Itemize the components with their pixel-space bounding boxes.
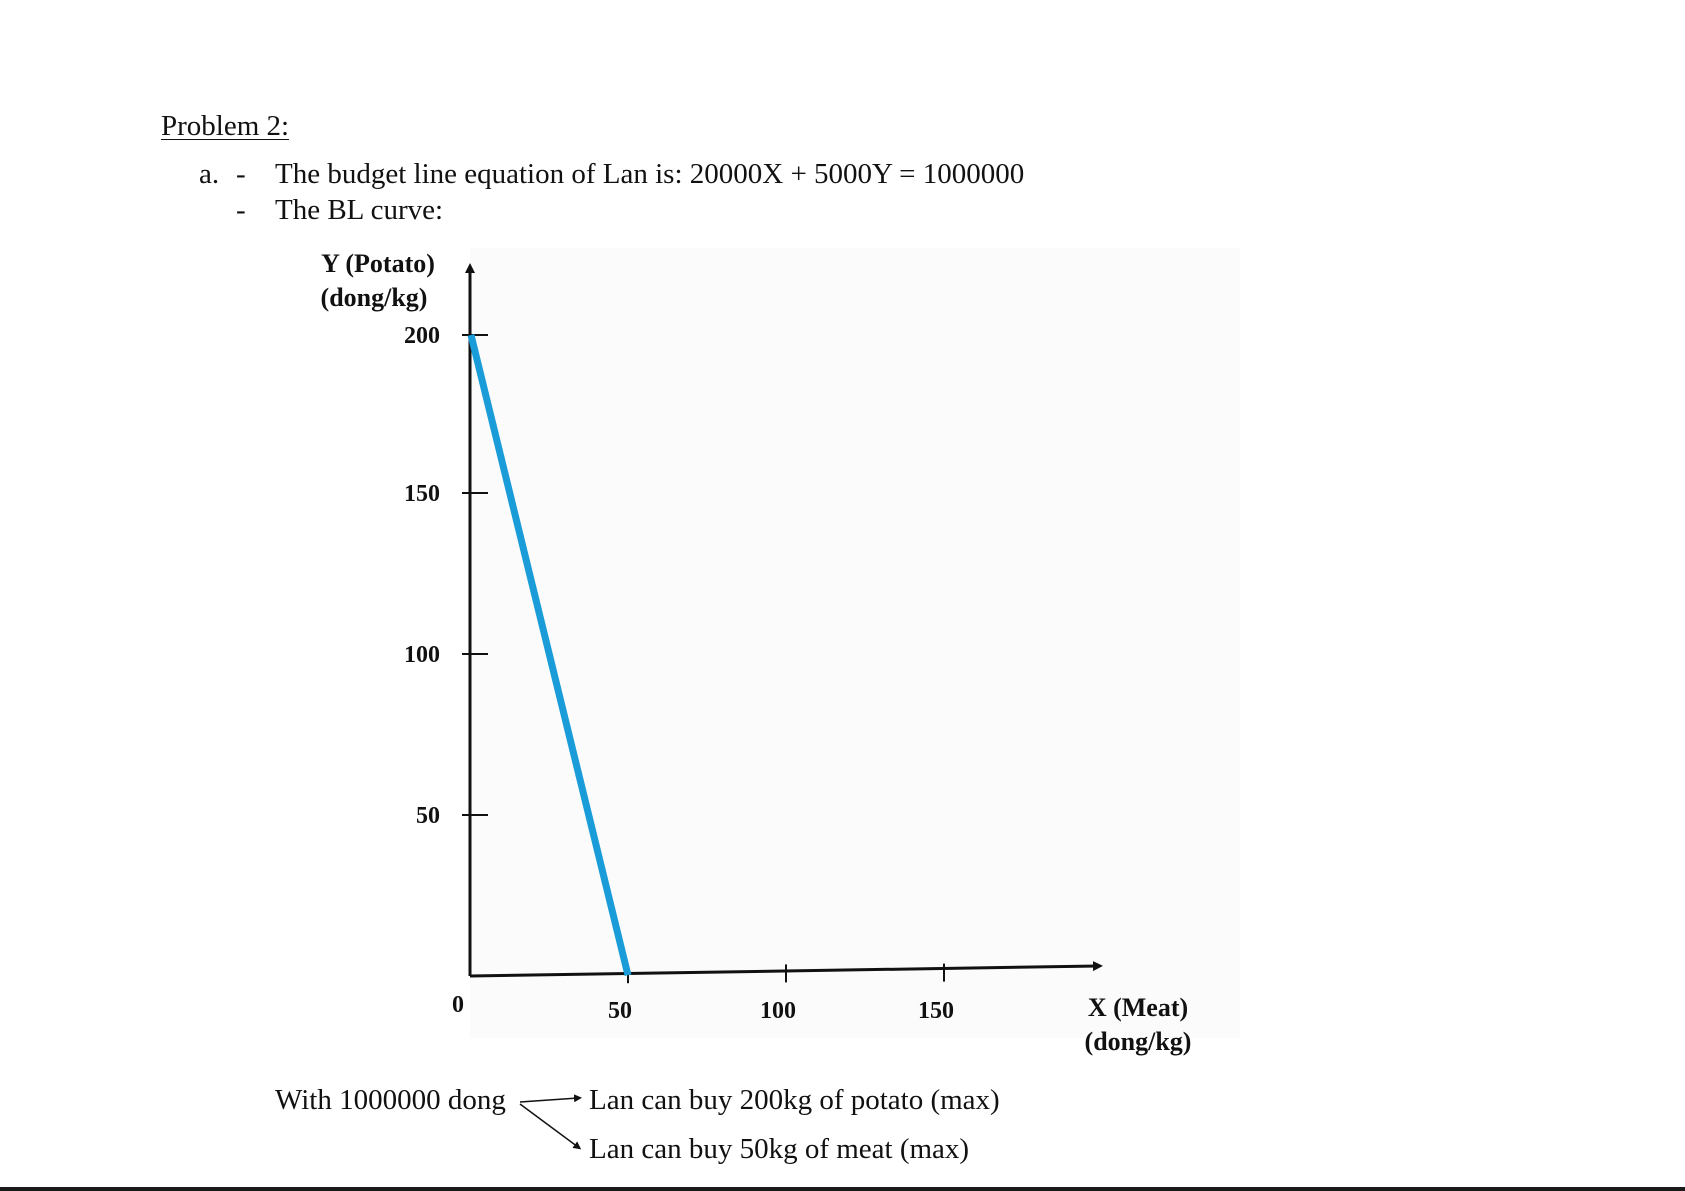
problem-heading: Problem 2:	[161, 110, 290, 142]
y-tick-label-200: 200	[404, 323, 440, 349]
y-ticks: 50 100 150 200	[404, 323, 488, 829]
y-tick-label-150: 150	[404, 481, 440, 507]
x-tick-label-100: 100	[760, 998, 796, 1024]
chart-background	[470, 248, 1240, 1038]
note-result-potato: Lan can buy 200kg of potato (max)	[589, 1084, 1000, 1116]
y-axis-title-line1: Y (Potato)	[321, 249, 435, 278]
note-prefix: With 1000000 dong	[275, 1084, 506, 1116]
x-axis-title-line2: (dong/kg)	[1085, 1027, 1192, 1056]
x-tick-label-50: 50	[608, 998, 632, 1024]
x-tick-label-150: 150	[918, 998, 954, 1024]
budget-line-series-0	[467, 334, 632, 977]
origin-label: 0	[452, 992, 464, 1018]
list-marker-a: a.	[199, 158, 220, 190]
x-axis-title-line1: X (Meat)	[1088, 993, 1188, 1022]
bl-curve-caption: The BL curve:	[275, 194, 444, 226]
y-axis-title-line2: (dong/kg)	[321, 283, 428, 312]
bullet-dash-1: -	[236, 158, 246, 190]
y-tick-label-100: 100	[404, 642, 440, 668]
note-result-meat: Lan can buy 50kg of meat (max)	[589, 1133, 970, 1165]
bullet-dash-2: -	[236, 194, 246, 226]
page-bottom-rule	[0, 1187, 1685, 1191]
y-tick-label-50: 50	[416, 803, 440, 829]
series-group	[467, 334, 632, 977]
budget-line-equation: The budget line equation of Lan is: 2000…	[275, 158, 1025, 190]
x-axis	[469, 961, 1103, 978]
